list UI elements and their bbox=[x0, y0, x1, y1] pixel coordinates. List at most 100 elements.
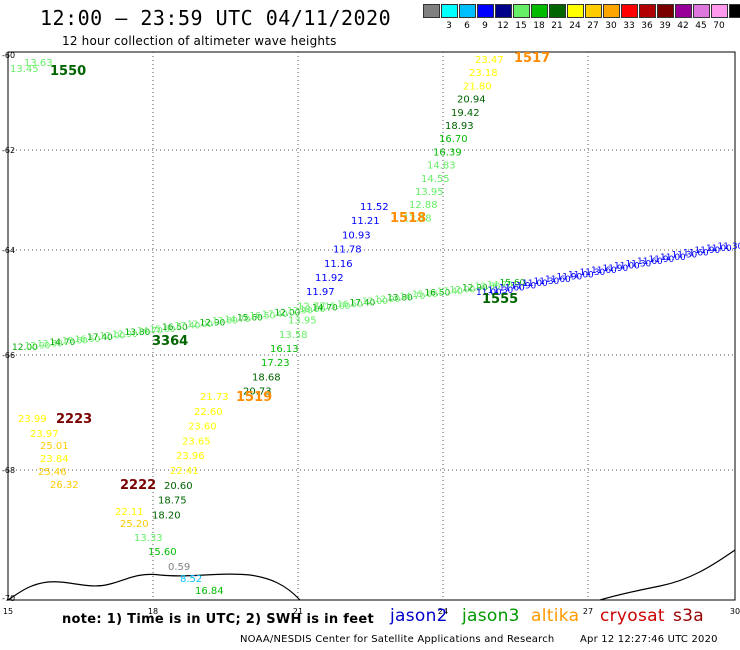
swh-value-label: 16.50 bbox=[425, 289, 451, 299]
swh-value-label: 11.60 bbox=[683, 248, 709, 258]
swh-value-label: 16.50 bbox=[337, 300, 363, 310]
scale-swatch bbox=[530, 4, 548, 18]
lat-tick-label: -62 bbox=[2, 146, 15, 155]
lon-tick-label: 21 bbox=[293, 607, 303, 616]
page-title: 12:00 – 23:59 UTC 04/11/2020 bbox=[40, 6, 392, 30]
swh-value-label: 16.13 bbox=[270, 344, 299, 355]
swh-value-label: 21.73 bbox=[200, 392, 229, 403]
scale-cell: 24 bbox=[566, 4, 584, 36]
swh-value-label: 13.80 bbox=[37, 340, 63, 350]
swh-value-label: 15.60 bbox=[62, 336, 88, 346]
swh-value-label: 17.40 bbox=[175, 322, 201, 332]
swh-value-label: 11.78 bbox=[333, 245, 362, 256]
swh-value-label: 25.20 bbox=[120, 519, 149, 530]
swh-value-label: 11.90 bbox=[603, 264, 629, 274]
swh-value-label: 11.16 bbox=[324, 259, 353, 270]
swh-value-label: 13.63 bbox=[24, 58, 53, 69]
pass-number-label: 2222 bbox=[120, 478, 156, 493]
swh-value-label: 11.90 bbox=[649, 255, 675, 265]
swh-value-label: 15.60 bbox=[148, 547, 177, 558]
scale-cell: 12 bbox=[494, 4, 512, 36]
swh-value-label: 13.45 bbox=[10, 64, 39, 75]
scale-swatch bbox=[692, 4, 710, 18]
swh-value-label: 23.96 bbox=[176, 451, 205, 462]
scale-swatch bbox=[458, 4, 476, 18]
swh-value-label: 15.60 bbox=[325, 302, 351, 312]
swh-value-label: 14.55 bbox=[421, 174, 450, 185]
lon-tick-label: 15 bbox=[3, 607, 13, 616]
scale-cell: 6 bbox=[458, 4, 476, 36]
swh-value-label: 11.92 bbox=[315, 273, 344, 284]
lat-tick-label: -60 bbox=[2, 51, 15, 60]
scale-swatch bbox=[584, 4, 602, 18]
swh-value-label: 20.60 bbox=[164, 481, 193, 492]
scale-cell: 36 bbox=[638, 4, 656, 36]
footer-credit: NOAA/NESDIS Center for Satellite Applica… bbox=[240, 634, 555, 645]
swh-value-label: 14.70 bbox=[225, 315, 251, 325]
coastline bbox=[599, 549, 736, 601]
swh-value-label: 12.00 bbox=[362, 297, 388, 307]
scale-swatch bbox=[494, 4, 512, 18]
swh-value-label: 11.60 bbox=[637, 257, 663, 267]
swh-value-label: 11.30 bbox=[718, 242, 740, 252]
scale-swatch bbox=[566, 4, 584, 18]
scale-swatch bbox=[602, 4, 620, 18]
scale-cell: 42 bbox=[674, 4, 692, 36]
swh-value-label: 23.65 bbox=[182, 436, 211, 447]
swh-value-label: 19.42 bbox=[451, 108, 480, 119]
swh-value-label: 25.01 bbox=[40, 441, 69, 452]
scale-cell bbox=[422, 4, 440, 36]
swh-value-label: 22.11 bbox=[115, 507, 144, 518]
swh-value-label: 11.00 bbox=[706, 244, 732, 254]
swh-value-label: 15.60 bbox=[500, 279, 526, 289]
swh-value-label: 20.73 bbox=[243, 387, 272, 398]
swh-value-label: 13.80 bbox=[212, 317, 238, 327]
swh-value-label: 12.00 bbox=[12, 343, 38, 353]
swh-value-label: 12.00 bbox=[187, 320, 213, 330]
scale-swatch bbox=[674, 4, 692, 18]
swh-value-label: 14.83 bbox=[427, 161, 456, 172]
scale-label: 12 bbox=[497, 21, 509, 31]
swh-value-label: 23.99 bbox=[18, 414, 47, 425]
swh-value-label: 11.30 bbox=[672, 251, 698, 261]
scale-cell: 30 bbox=[602, 4, 620, 36]
swh-value-label: 16.50 bbox=[162, 323, 188, 333]
swh-value-label: 14.70 bbox=[487, 280, 513, 290]
scale-swatch bbox=[422, 4, 440, 18]
swh-value-label: 12.18 bbox=[403, 213, 432, 224]
scale-swatch bbox=[656, 4, 674, 18]
lat-tick-label: -66 bbox=[2, 351, 15, 360]
lon-tick-label: 30 bbox=[730, 607, 740, 616]
swh-value-label: 18.93 bbox=[445, 121, 474, 132]
swh-value-label: 25.46 bbox=[38, 467, 67, 478]
swh-value-label: 11.00 bbox=[660, 253, 686, 263]
scale-cell: 33 bbox=[620, 4, 638, 36]
swh-value-label: 23.60 bbox=[188, 422, 217, 433]
swh-value-label: 16.84 bbox=[195, 586, 224, 597]
scale-cell: 39 bbox=[656, 4, 674, 36]
swh-value-label: 17.40 bbox=[262, 310, 288, 320]
pass-number-label: 1517 bbox=[514, 51, 550, 66]
swh-value-label: 12.90 bbox=[462, 284, 488, 294]
swh-value-label: 12.00 bbox=[450, 285, 476, 295]
swh-value-label: 17.40 bbox=[87, 333, 113, 343]
swh-value-label: 12.00 bbox=[100, 331, 126, 341]
swh-value-label: 18.20 bbox=[152, 510, 181, 521]
swh-value-label: 23.47 bbox=[475, 55, 504, 66]
swh-value-label: 11.90 bbox=[695, 246, 721, 256]
swh-value-label: 23.18 bbox=[469, 68, 498, 79]
swh-value-label: 12.90 bbox=[287, 307, 313, 317]
legend-cryosat: cryosat bbox=[600, 606, 665, 626]
swh-value-label: 26.32 bbox=[50, 480, 79, 491]
swh-value-label: 13.95 bbox=[415, 187, 444, 198]
swh-value-label: 16.50 bbox=[75, 335, 101, 345]
swh-value-label: 22.60 bbox=[194, 407, 223, 418]
scale-label: 21 bbox=[551, 21, 563, 31]
swh-value-label: 15.60 bbox=[237, 313, 263, 323]
scale-cell: 21 bbox=[548, 4, 566, 36]
lat-tick-label: -68 bbox=[2, 466, 15, 475]
scale-label: 27 bbox=[587, 21, 599, 31]
swh-value-label: 11.52 bbox=[360, 202, 389, 213]
swh-value-label: 11.97 bbox=[306, 287, 335, 298]
swh-value-label: 13.80 bbox=[300, 305, 326, 315]
